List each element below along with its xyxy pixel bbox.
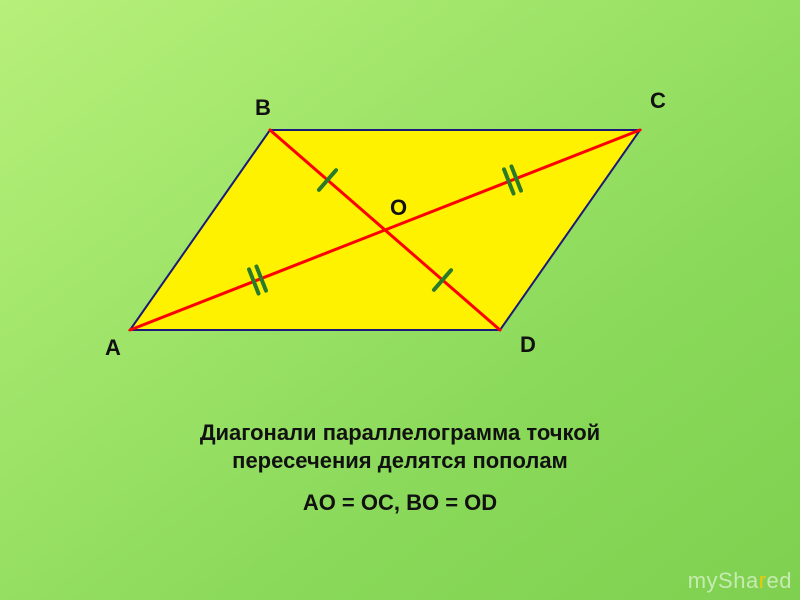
caption-line-1: Диагонали параллелограмма точкой bbox=[0, 420, 800, 446]
vertex-label-a: A bbox=[105, 335, 121, 361]
center-label-o: O bbox=[390, 195, 407, 221]
slide-canvas: A B C D O Диагонали параллелограмма точк… bbox=[0, 0, 800, 600]
caption-equation: AO = OC, BO = OD bbox=[0, 490, 800, 516]
watermark: myShared bbox=[688, 568, 792, 594]
vertex-label-b: B bbox=[255, 95, 271, 121]
vertex-label-c: C bbox=[650, 88, 666, 114]
watermark-accent: r bbox=[759, 568, 767, 593]
vertex-label-d: D bbox=[520, 332, 536, 358]
watermark-prefix: mySha bbox=[688, 568, 759, 593]
caption-line-2: пересечения делятся пополам bbox=[0, 448, 800, 474]
watermark-suffix: ed bbox=[767, 568, 792, 593]
